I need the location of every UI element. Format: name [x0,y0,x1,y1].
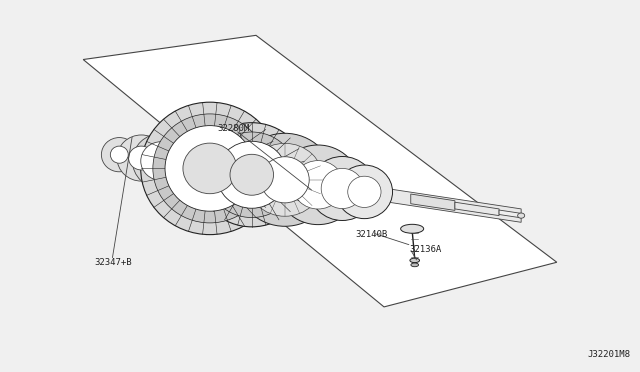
Ellipse shape [309,157,376,221]
Polygon shape [499,210,521,218]
Ellipse shape [165,126,255,211]
Ellipse shape [246,143,323,216]
Ellipse shape [132,134,190,189]
Ellipse shape [336,165,392,219]
Ellipse shape [410,258,420,263]
Polygon shape [455,202,499,216]
Ellipse shape [230,154,273,195]
Polygon shape [411,194,455,211]
Ellipse shape [141,142,182,180]
Polygon shape [83,35,557,307]
Ellipse shape [216,141,287,208]
Text: 32140B: 32140B [355,230,387,239]
Ellipse shape [101,138,137,172]
Ellipse shape [129,146,154,170]
Text: J32201M8: J32201M8 [588,350,630,359]
Ellipse shape [276,145,360,225]
Text: 32280M: 32280M [218,124,250,133]
Ellipse shape [321,169,364,209]
Ellipse shape [411,263,419,267]
Text: 32347+B: 32347+B [95,258,132,267]
Ellipse shape [260,157,309,203]
Ellipse shape [348,176,381,208]
Polygon shape [111,147,521,222]
Ellipse shape [207,132,296,218]
Ellipse shape [236,133,333,226]
Ellipse shape [197,123,306,227]
Ellipse shape [292,161,344,209]
Ellipse shape [183,143,237,194]
Ellipse shape [153,114,267,223]
Ellipse shape [401,224,424,233]
Ellipse shape [110,146,128,163]
Ellipse shape [117,135,166,181]
Ellipse shape [141,102,279,235]
Text: 32136A: 32136A [410,246,442,254]
Ellipse shape [518,213,525,218]
